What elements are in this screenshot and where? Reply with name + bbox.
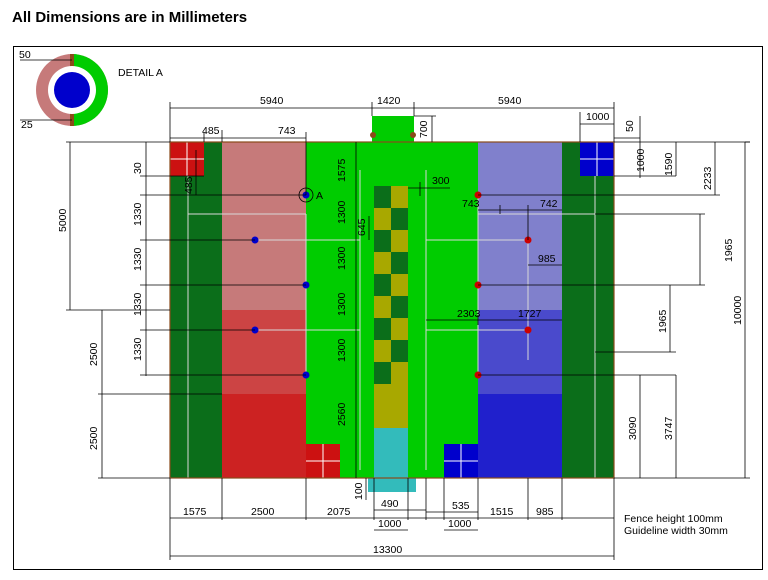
dimension-label: 485 — [183, 176, 195, 194]
left-red-mid-zone — [222, 310, 306, 394]
dimension-label: 1000 — [635, 148, 647, 172]
dimension-label: 2500 — [88, 342, 100, 366]
dimension-label: 743 — [462, 198, 480, 210]
dimension-label: 1575 — [183, 506, 207, 518]
right-blue-dark-zone — [478, 394, 562, 478]
dimension-label: 985 — [536, 506, 554, 518]
dimension-label: 1300 — [336, 246, 348, 270]
center-stepping-squares — [374, 186, 408, 428]
dimension-label: 1000 — [448, 518, 472, 530]
bottom-teal-goal — [368, 478, 416, 492]
dimension-label: 1330 — [132, 247, 144, 271]
dimension-label: 10000 — [732, 296, 744, 325]
dimension-lines — [66, 102, 750, 560]
dimension-label: 1590 — [663, 152, 675, 176]
left-red-dark-zone — [222, 394, 306, 478]
right-blue-mid-zone — [478, 310, 562, 394]
dimension-label: 985 — [538, 253, 556, 265]
dimension-label: 1300 — [336, 200, 348, 224]
dimension-label: 2303 — [457, 308, 481, 320]
dimension-label: 1330 — [132, 337, 144, 361]
dimension-label: 1300 — [336, 292, 348, 316]
dimension-label: 1727 — [518, 308, 542, 320]
top-goal — [372, 116, 414, 142]
left-green-zone — [306, 142, 374, 478]
field: A — [169, 116, 615, 492]
dimension-label: 743 — [278, 125, 296, 137]
dimension-label: 5940 — [260, 95, 284, 107]
dimension-label: 1965 — [657, 309, 669, 333]
note-fence-height: Fence height 100mm — [624, 513, 723, 525]
corner-blue-square-top-right — [580, 142, 614, 176]
dimension-label: 645 — [356, 218, 368, 236]
dimension-label: 485 — [202, 125, 220, 137]
left-dark-lane — [170, 142, 222, 478]
dimension-label: 742 — [540, 198, 558, 210]
point-a-label: A — [316, 190, 323, 202]
dimension-labels: 5940 1420 5940 485 743 700 1000 50 1000 … — [57, 95, 744, 556]
dimension-label: 3747 — [663, 416, 675, 440]
right-blue-light-zone — [478, 142, 562, 310]
dimension-label: 1000 — [378, 518, 402, 530]
dimension-label: 1575 — [336, 158, 348, 182]
detail-a: 50 25 DETAIL A — [19, 49, 163, 131]
dimension-label: 1300 — [336, 338, 348, 362]
dimension-label: 2233 — [702, 166, 714, 190]
dimension-label: 490 — [381, 498, 399, 510]
dimension-label: 1965 — [723, 238, 735, 262]
dimension-label: 50 — [624, 120, 636, 132]
note-guideline-width: Guideline width 30mm — [624, 525, 728, 537]
corner-red-square-top-left — [170, 142, 204, 176]
dimension-label: 535 — [452, 500, 470, 512]
dimension-label: 1420 — [377, 95, 401, 107]
dimension-label: 2500 — [251, 506, 275, 518]
dimension-label: 2560 — [336, 402, 348, 426]
detail-a-label: DETAIL A — [118, 67, 163, 79]
right-green-zone — [408, 142, 478, 478]
dimension-label: 300 — [432, 175, 450, 187]
dimension-label: 5940 — [498, 95, 522, 107]
dimension-label: 1515 — [490, 506, 514, 518]
drawing-frame — [13, 46, 763, 570]
dimension-label: 30 — [132, 162, 144, 174]
center-teal-zone — [374, 428, 408, 478]
dimension-label: 700 — [418, 120, 430, 138]
dimension-label: 5000 — [57, 208, 69, 232]
dimension-label: 2500 — [88, 426, 100, 450]
corner-blue-square-bottom — [444, 444, 478, 478]
dimension-label: 1000 — [586, 111, 610, 123]
dimension-label: 100 — [353, 482, 365, 500]
detail-center-dot — [54, 72, 90, 108]
detail-dim-50: 50 — [19, 49, 31, 61]
dimension-label: 1330 — [132, 202, 144, 226]
detail-dim-25: 25 — [21, 119, 33, 131]
dimension-label: 13300 — [373, 544, 402, 556]
corner-red-square-bottom — [306, 444, 340, 478]
left-pink-zone — [222, 142, 306, 310]
dimension-label: 2075 — [327, 506, 351, 518]
dimension-label: 3090 — [627, 416, 639, 440]
page-title: All Dimensions are in Millimeters — [12, 9, 248, 26]
right-dark-lane — [562, 142, 614, 478]
dimension-label: 1330 — [132, 292, 144, 316]
